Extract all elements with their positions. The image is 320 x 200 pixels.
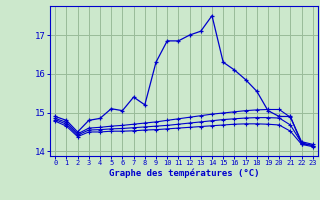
X-axis label: Graphe des températures (°C): Graphe des températures (°C)	[109, 169, 259, 178]
